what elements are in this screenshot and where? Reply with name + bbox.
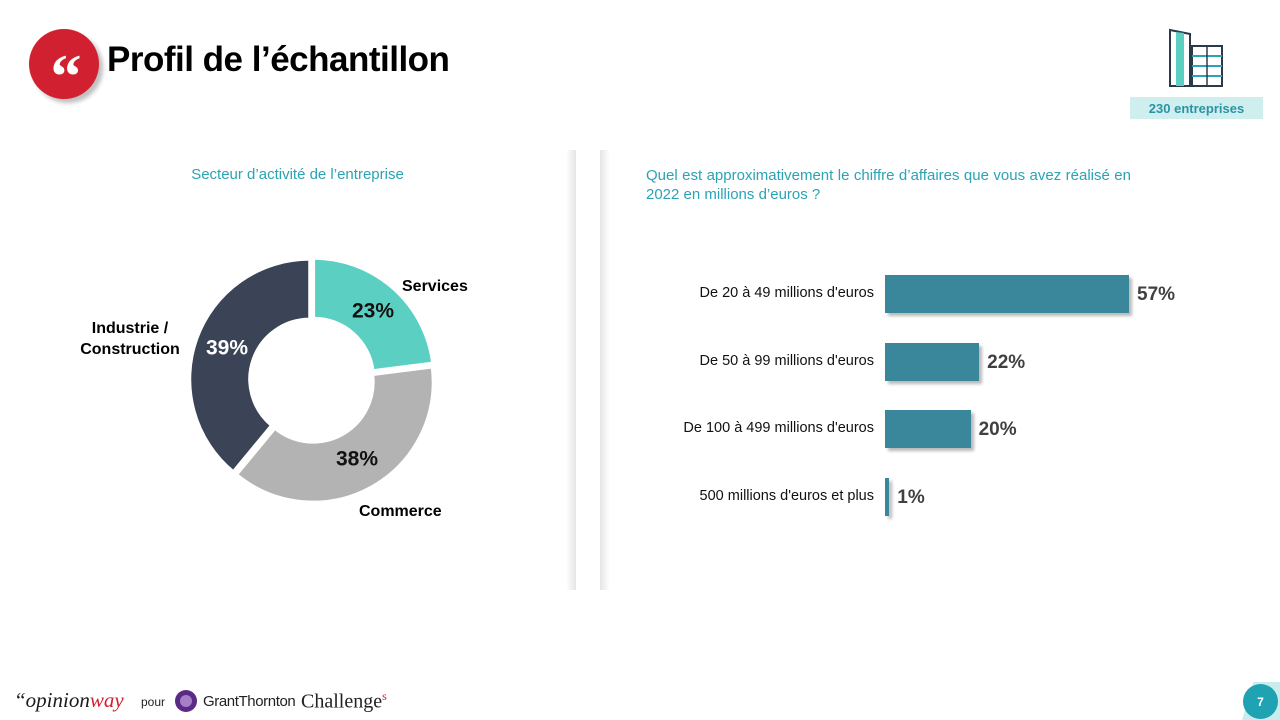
- building-icon: [1169, 28, 1223, 87]
- donut-value-label: 38%: [336, 448, 378, 471]
- sample-size-badge: 230 entreprises: [1130, 97, 1263, 119]
- bar-value-label: 1%: [897, 486, 925, 508]
- bar: [885, 477, 890, 516]
- footer-pour: pour: [141, 695, 166, 709]
- quote-logo-badge: “: [29, 29, 99, 108]
- donut-slice-0: [312, 256, 435, 373]
- bar-category-label: 500 millions d'euros et plus: [699, 487, 874, 504]
- donut-slice-1: [234, 365, 435, 504]
- grant-thornton-logo: GrantThornton: [203, 693, 296, 710]
- bar: [885, 342, 980, 381]
- donut-value-label: 39%: [206, 337, 248, 360]
- slice-label-commerce: Commerce: [359, 503, 442, 520]
- panel-divider: [566, 150, 576, 590]
- opinionway-logo: “opinionway: [14, 688, 124, 712]
- donut-value-label: 23%: [352, 300, 394, 323]
- right-question: Quel est approximativement le chiffre d’…: [646, 167, 1131, 203]
- bar-category-label: De 50 à 99 millions d'euros: [699, 352, 874, 369]
- bar: [885, 410, 971, 448]
- bar-value-label: 22%: [987, 351, 1026, 373]
- page-number: 7: [1243, 684, 1278, 719]
- challenges-logo: Challenges: [301, 689, 387, 713]
- page-title: Profil de l’échantillon: [107, 40, 450, 79]
- left-question: Secteur d’activité de l’entreprise: [191, 166, 404, 183]
- donut-slice-2: [188, 257, 312, 474]
- bar-value-label: 20%: [978, 419, 1017, 440]
- quote-glyph: “: [50, 43, 82, 111]
- slice-label-industrie: Industrie / Construction: [80, 320, 180, 358]
- slice-label-services: Services: [402, 278, 468, 295]
- panel-divider: [600, 150, 610, 590]
- bar: [885, 275, 1129, 313]
- bar-value-label: 57%: [1137, 284, 1176, 305]
- grant-thornton-icon: [175, 690, 197, 712]
- bar-category-label: De 20 à 49 millions d'euros: [699, 285, 874, 301]
- bar-category-label: De 100 à 499 millions d'euros: [683, 420, 874, 436]
